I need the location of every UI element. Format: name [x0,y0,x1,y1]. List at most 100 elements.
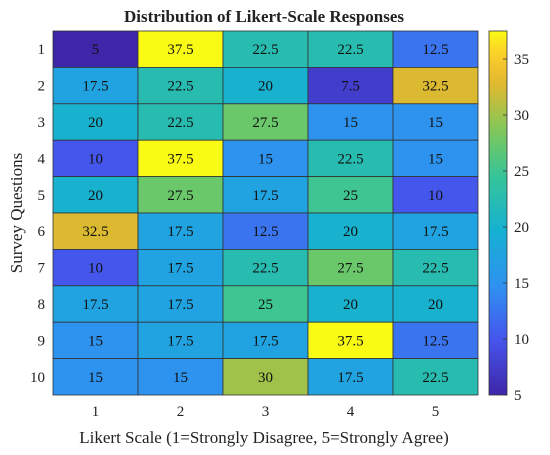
heatmap-cell [52,285,139,323]
colorbar-tick-label: 25 [514,164,529,180]
heatmap-cell [222,212,309,250]
cell-value-label: 22.5 [422,370,448,386]
y-axis-label: Survey Questions [7,153,26,273]
heatmap-cell [137,103,224,141]
cell-value-label: 7.5 [341,79,360,95]
chart-title: Distribution of Likert-Scale Responses [124,7,404,26]
cell-value-label: 32.5 [422,79,448,95]
cell-value-label: 17.5 [167,261,193,277]
cell-value-label: 5 [92,42,100,58]
heatmap-cell [307,30,394,68]
cell-value-label: 17.5 [337,370,363,386]
heatmap-cell [137,139,224,177]
cell-value-label: 17.5 [82,297,108,313]
heatmap-cell [307,285,394,323]
cell-value-label: 15 [428,151,443,167]
colorbar-tick-label: 10 [514,332,529,348]
colorbar-tick-label: 35 [514,52,529,68]
cell-value-label: 17.5 [167,333,193,349]
heatmap-cell [222,67,309,105]
heatmap-cell [392,139,479,177]
cell-value-label: 27.5 [167,188,193,204]
heatmap-cell [222,30,309,68]
heatmap-cell [392,285,479,323]
heatmap-cell [307,103,394,141]
cell-value-label: 37.5 [167,151,193,167]
cell-value-label: 17.5 [252,333,278,349]
cell-value-label: 15 [173,370,188,386]
colorbar-tick-label: 5 [514,388,522,404]
heatmap-cell [222,321,309,360]
y-tick-label: 3 [38,115,46,131]
cell-value-label: 17.5 [422,224,448,240]
y-tick-label: 9 [38,333,46,349]
cell-value-label: 12.5 [422,333,448,349]
cell-value-label: 22.5 [167,115,193,131]
cell-value-label: 17.5 [167,297,193,313]
heatmap-cell [52,139,139,177]
heatmap-cell [52,30,139,68]
cell-value-label: 20 [343,297,358,313]
heatmap-cell [222,285,309,323]
heatmap-cell [52,248,139,287]
heatmap-cell [307,358,394,396]
cell-value-label: 25 [343,188,358,204]
heatmap-cell [137,212,224,250]
heatmap-cell [137,30,224,68]
heatmap-cell [392,358,479,396]
heatmap-cell [392,212,479,250]
colorbar-tick-label: 20 [514,220,529,236]
heatmap-cell [392,176,479,214]
heatmap-cell [52,67,139,105]
colorbar-tick-label: 30 [514,108,529,124]
heatmap-cell [137,321,224,360]
colorbar-tick-label: 15 [514,276,529,292]
cell-value-label: 12.5 [422,42,448,58]
cell-value-label: 15 [343,115,358,131]
y-tick-label: 2 [38,79,46,95]
cell-value-label: 22.5 [252,261,278,277]
heatmap-cells [52,30,479,396]
heatmap-cell [222,176,309,214]
heatmap-cell [222,358,309,396]
heatmap-cell [137,358,224,396]
x-tick-label: 1 [92,404,100,420]
cell-value-label: 27.5 [252,115,278,131]
y-tick-label: 1 [38,42,46,58]
x-tick-label: 3 [262,404,270,420]
cell-value-label: 20 [428,297,443,313]
heatmap-cell [137,285,224,323]
cell-value-label: 17.5 [82,79,108,95]
heatmap-cell [392,321,479,360]
cell-value-label: 20 [88,188,103,204]
heatmap-cell-labels: 5 37.5 22.5 22.5 12.5 17.5 22.5 20 7.5 32.5 20 22.5… [82,42,448,386]
cell-value-label: 12.5 [252,224,278,240]
x-tick-label: 2 [177,404,185,420]
heatmap-cell [52,176,139,214]
colorbar-ticks: 5 10 15 20 25 30 35 [503,52,529,404]
cell-value-label: 15 [88,333,103,349]
x-axis-label: Likert Scale (1=Strongly Disagree, 5=Str… [79,428,448,447]
cell-value-label: 10 [428,188,443,204]
cell-value-label: 15 [88,370,103,386]
x-tick-label: 5 [432,404,440,420]
y-tick-label: 8 [38,297,46,313]
x-axis-ticks: 1 2 3 4 5 [92,404,440,420]
cell-value-label: 22.5 [167,79,193,95]
cell-value-label: 10 [88,261,103,277]
cell-value-label: 37.5 [337,333,363,349]
y-tick-label: 6 [38,224,46,240]
y-tick-label: 4 [38,151,46,167]
cell-value-label: 27.5 [337,261,363,277]
cell-value-label: 20 [258,79,273,95]
cell-value-label: 22.5 [337,151,363,167]
heatmap-cell [52,358,139,396]
cell-value-label: 20 [343,224,358,240]
cell-value-label: 25 [258,297,273,313]
cell-value-label: 22.5 [252,42,278,58]
heatmap-cell [222,139,309,177]
y-tick-label: 7 [38,261,46,277]
cell-value-label: 22.5 [422,261,448,277]
cell-value-label: 37.5 [167,42,193,58]
cell-value-label: 30 [258,370,273,386]
